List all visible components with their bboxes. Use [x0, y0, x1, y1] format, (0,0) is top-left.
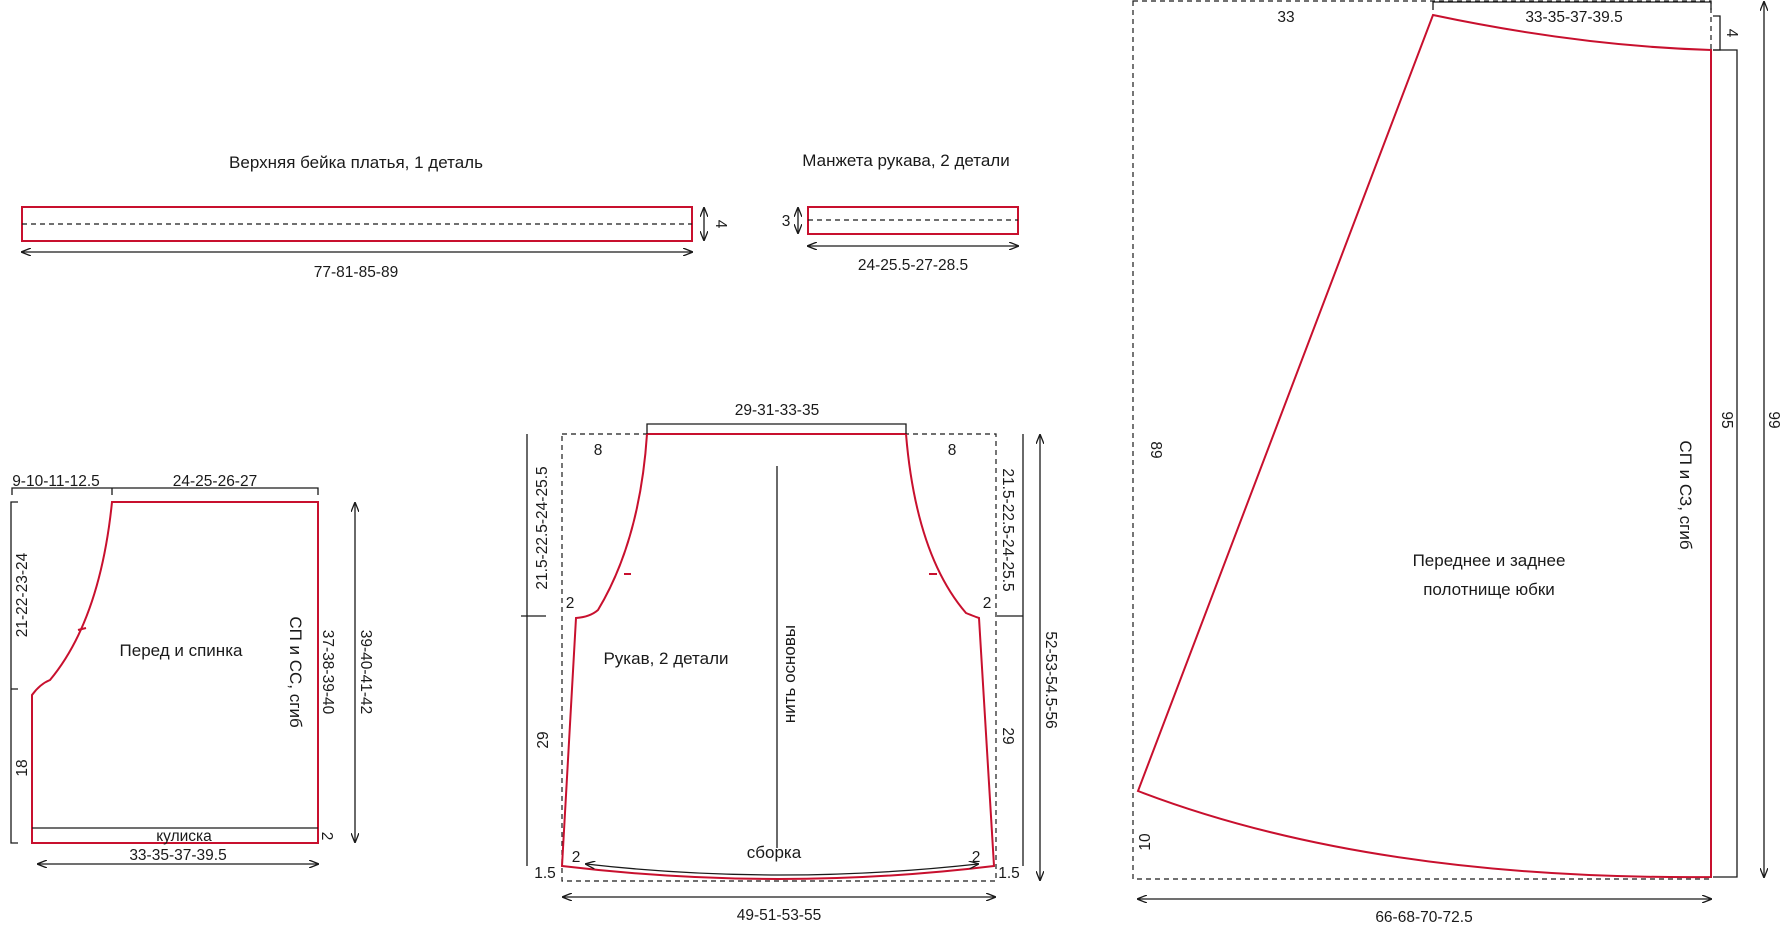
- sleeve-hem-left: 2: [572, 849, 581, 866]
- skirt-top-right: 33-35-37-39.5: [1525, 9, 1622, 26]
- sleeve-lower-left: 29: [535, 731, 552, 748]
- sleeve-top: 29-31-33-35: [735, 402, 819, 419]
- sleeve-gather-arrow: [586, 864, 978, 876]
- sleeve-underarm-right: 2: [983, 595, 992, 612]
- sleeve-bottom: 49-51-53-55: [737, 907, 821, 924]
- cuff-length: 24-25.5-27-28.5: [858, 257, 968, 274]
- skirt-left-height: 89: [1147, 441, 1164, 458]
- skirt-title-line2: полотнище юбки: [1423, 580, 1555, 599]
- skirt-top-left: 33: [1277, 9, 1294, 26]
- skirt-outline: [1136, 13, 1712, 879]
- cuff-piece: Манжета рукава, 2 детали 3 24-25.5-27-28…: [782, 151, 1019, 274]
- cuff-width: 3: [782, 213, 791, 230]
- bodice-side-lower: 18: [14, 759, 31, 776]
- sleeve-top-bracket: [646, 423, 907, 434]
- skirt-frame: [1132, 0, 1712, 880]
- bodice-bottom: 33-35-37-39.5: [129, 847, 226, 864]
- skirt-top-bracket: [1432, 1, 1712, 10]
- bodice-notch: [77, 627, 87, 631]
- sleeve-grain: нить основы: [780, 625, 799, 723]
- bodice-total-height: 39-40-41-42: [357, 630, 374, 714]
- sleeve-lower-right: 29: [999, 727, 1016, 744]
- bodice-outline: [31, 501, 319, 844]
- skirt-piece: 33 33-35-37-39.5 4 89 10 Переднее и задн…: [1132, 0, 1780, 926]
- sleeve-cap-right: 21.5-22.5-24-25.5: [999, 468, 1016, 591]
- sleeve-cap-left: 21.5-22.5-24-25.5: [534, 466, 551, 589]
- bodice-casing-label: кулиска: [156, 828, 212, 845]
- sleeve-corner-bottom-left: 1.5: [534, 865, 556, 882]
- skirt-fold-label: СП и СЗ, сгиб: [1676, 440, 1695, 549]
- skirt-total-height: 99: [1765, 411, 1780, 428]
- bodice-top-bracket: [11, 487, 319, 495]
- sleeve-total-height: 52-53-54.5-56: [1042, 631, 1059, 728]
- sleeve-corner-bottom-right: 1.5: [998, 865, 1020, 882]
- sleeve-corner-right: 8: [948, 442, 957, 459]
- skirt-fold-bracket: [1713, 49, 1738, 878]
- skirt-hem-drop: 10: [1137, 833, 1154, 851]
- sleeve-outline: [560, 433, 996, 880]
- sleeve-underarm-left: 2: [566, 595, 575, 612]
- bodice-armhole-height: 21-22-23-24: [14, 552, 31, 637]
- bodice-top-left: 9-10-11-12.5: [12, 473, 100, 490]
- skirt-bottom: 66-68-70-72.5: [1375, 909, 1472, 926]
- bodice-left-bracket: [10, 501, 18, 844]
- sleeve-gather: сборка: [747, 843, 802, 862]
- sleeve-right-bracket: [997, 434, 1024, 866]
- bodice-title: Перед и спинка: [120, 641, 243, 660]
- skirt-top-drop-bracket: [1713, 15, 1721, 51]
- skirt-title-line1: Переднее и заднее: [1413, 551, 1566, 570]
- bodice-piece: кулиска Перед и спинка 9-10-11-12.5 24-2…: [10, 473, 374, 864]
- skirt-top-drop: 4: [1723, 29, 1740, 38]
- bodice-fold-height: 37-38-39-40: [319, 630, 336, 715]
- sleeve-piece: 29-31-33-35 8 8 нить основы Рукав, 2 дет…: [521, 402, 1059, 924]
- bodice-top-right: 24-25-26-27: [173, 473, 257, 490]
- skirt-fold-height: 95: [1718, 411, 1735, 428]
- bodice-fold-label: СП и СС, сгиб: [286, 616, 305, 728]
- band-piece: Верхняя бейка платья, 1 деталь 4 77-81-8…: [21, 153, 729, 281]
- cuff-title: Манжета рукава, 2 детали: [802, 151, 1009, 170]
- band-length: 77-81-85-89: [314, 264, 398, 281]
- band-title: Верхняя бейка платья, 1 деталь: [229, 153, 483, 172]
- band-width: 4: [712, 220, 729, 229]
- sleeve-title: Рукав, 2 детали: [603, 649, 728, 668]
- sleeve-corner-left: 8: [594, 442, 603, 459]
- bodice-casing-width: 2: [318, 832, 335, 841]
- sleeve-hem-right: 2: [972, 849, 981, 866]
- sleeve-left-bracket: [521, 434, 546, 866]
